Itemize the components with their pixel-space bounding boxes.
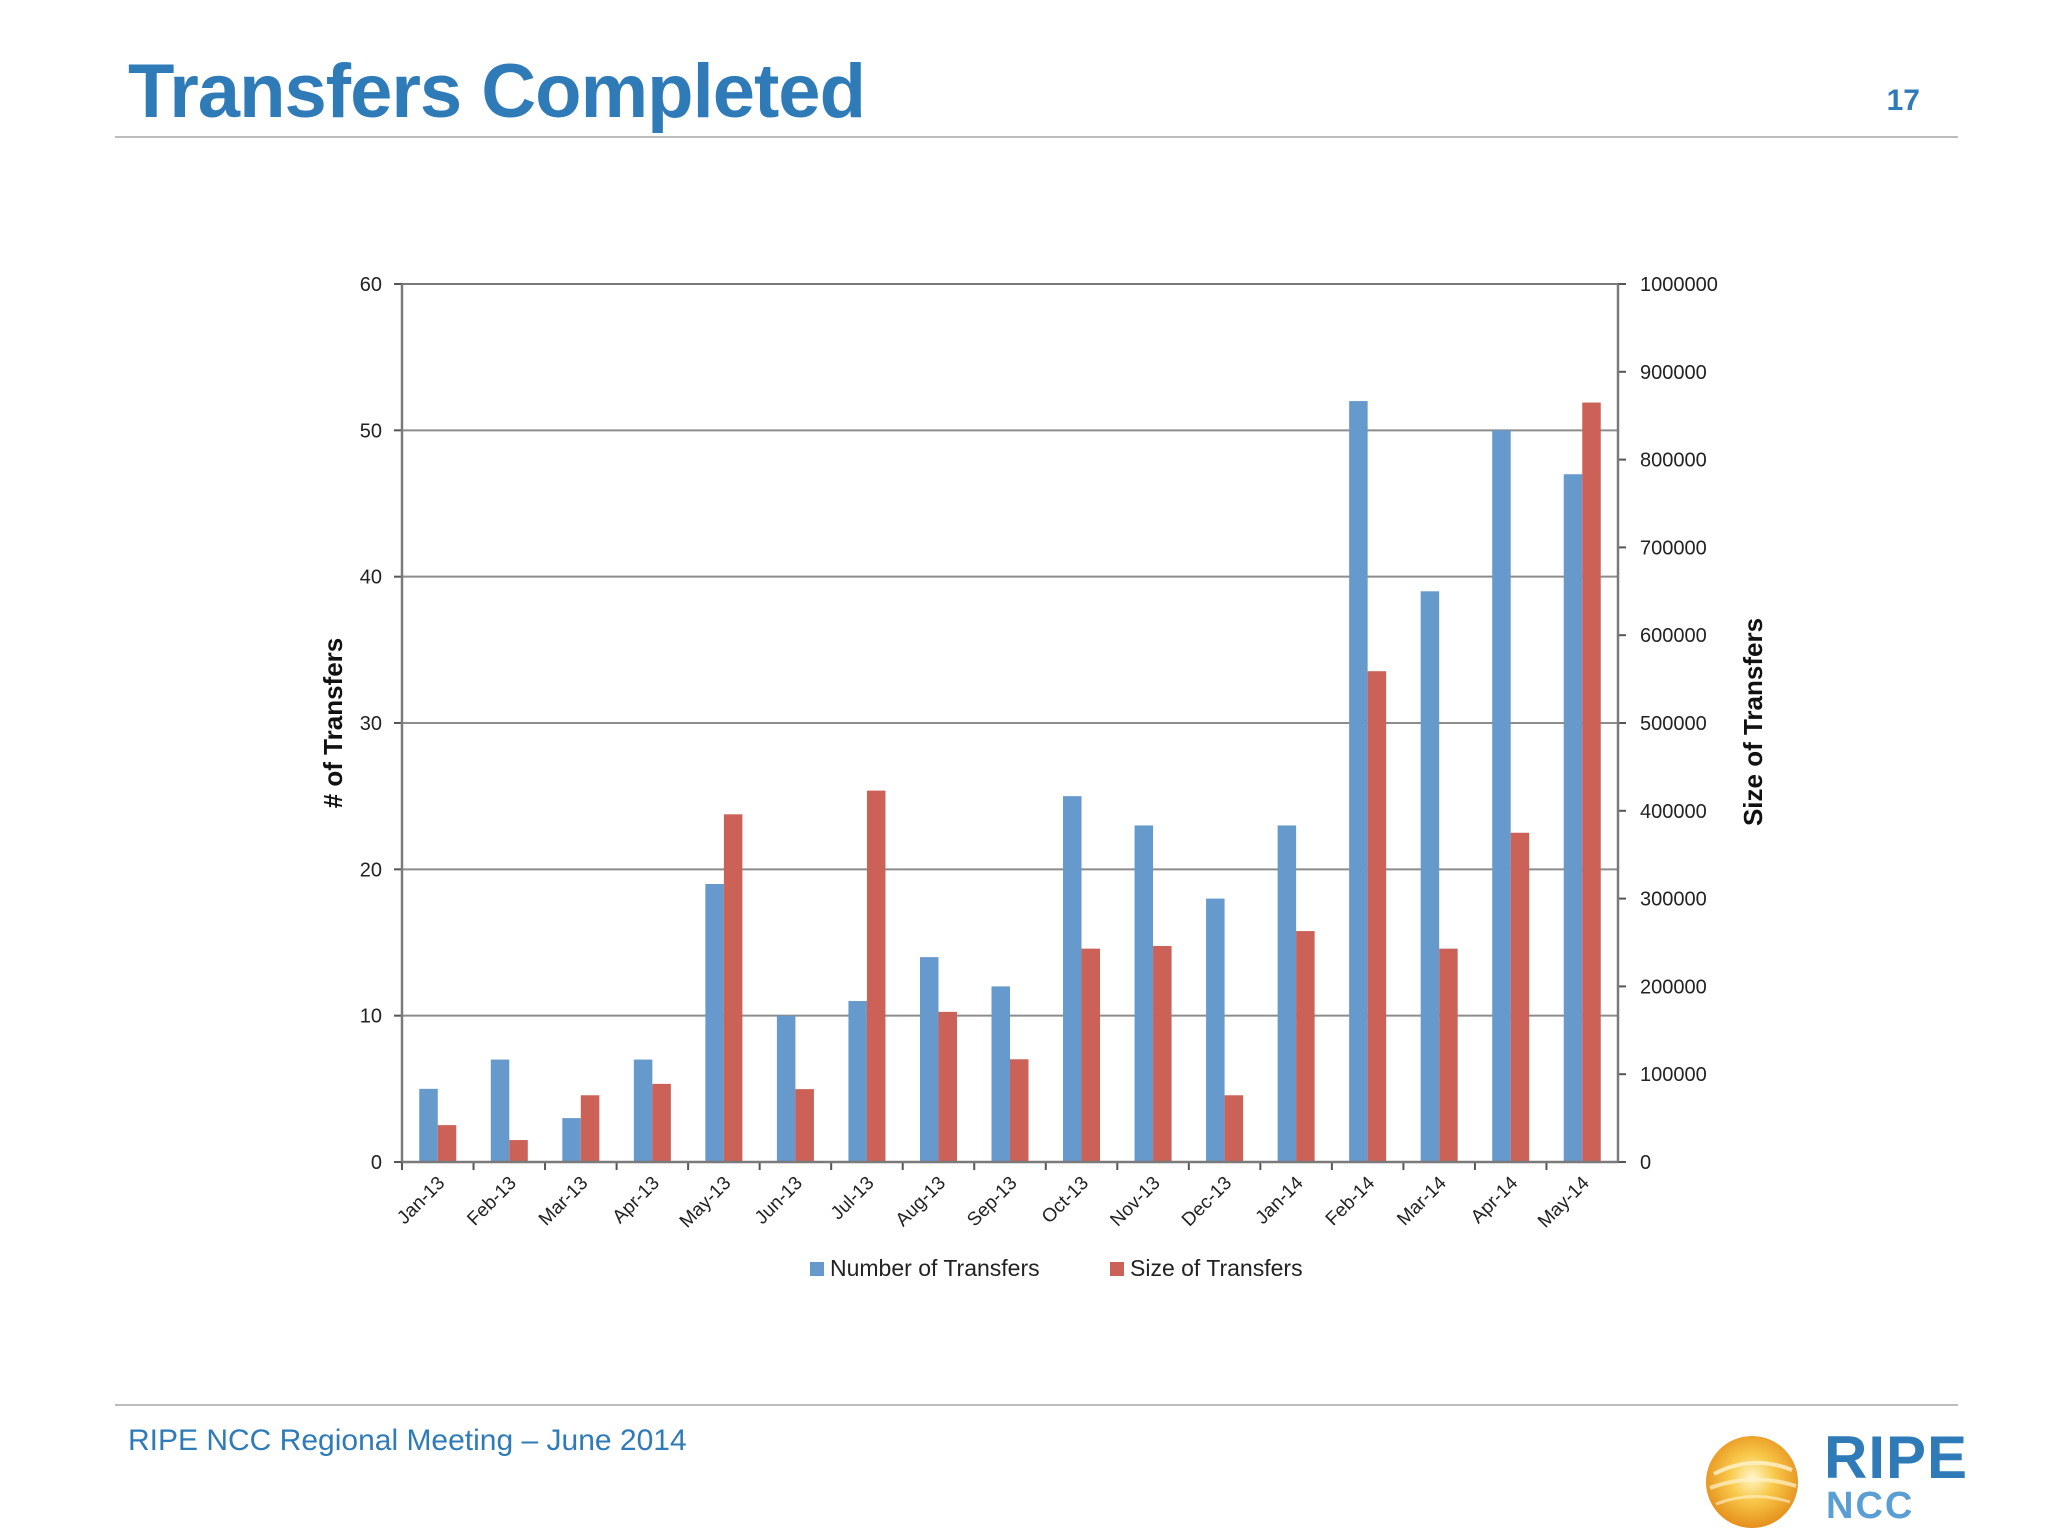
bar-size-of-transfers <box>1010 1059 1029 1162</box>
bar-number-of-transfers <box>1563 474 1583 1162</box>
y-left-axis-title: # of Transfers <box>318 638 348 809</box>
x-tick-label: Jul-13 <box>827 1173 878 1224</box>
bar-number-of-transfers <box>1349 401 1368 1163</box>
bar-number-of-transfers <box>919 957 939 1162</box>
bar-size-of-transfers <box>437 1125 457 1162</box>
axes-layer <box>394 283 1626 1170</box>
right-tick-label: 600000 <box>1640 625 1707 647</box>
bars-layer <box>419 401 1601 1163</box>
bar-number-of-transfers <box>1063 796 1082 1162</box>
bar-size-of-transfers <box>795 1089 814 1162</box>
x-tick-label: May-13 <box>676 1173 736 1233</box>
x-tick-label: Aug-13 <box>892 1173 950 1231</box>
bar-number-of-transfers <box>1277 825 1297 1162</box>
x-tick-label: Mar-14 <box>1393 1172 1451 1230</box>
sun-globe-icon <box>1706 1436 1798 1528</box>
right-tick-label: 300000 <box>1640 889 1707 911</box>
x-tick-label: Apr-14 <box>1467 1172 1522 1227</box>
x-tick-label: Jun-13 <box>751 1173 807 1229</box>
left-tick-label: 10 <box>360 1006 382 1028</box>
bar-number-of-transfers <box>705 883 724 1162</box>
bar-size-of-transfers <box>652 1083 671 1162</box>
chart-svg: 0 10 20 30 40 50 60 0 100000 200000 300000 400000 50… <box>318 274 1768 1281</box>
labels-layer: 0 10 20 30 40 50 60 0 100000 200000 300000 400000 50… <box>318 274 1768 1232</box>
transfers-chart: 0 10 20 30 40 50 60 0 100000 200000 300000 400000 50… <box>318 274 1768 1281</box>
bar-number-of-transfers <box>562 1118 581 1162</box>
x-tick-label: May-14 <box>1534 1172 1594 1232</box>
slide-title: Transfers Completed <box>128 49 866 134</box>
chart-legend: Number of Transfers Size of Transfers <box>810 1255 1303 1281</box>
title-divider <box>115 136 1958 138</box>
footer-text: RIPE NCC Regional Meeting – June 2014 <box>128 1424 687 1457</box>
bar-size-of-transfers <box>723 814 743 1162</box>
bar-number-of-transfers <box>1492 430 1511 1162</box>
x-tick-label: Sep-13 <box>963 1173 1021 1231</box>
right-tick-label: 700000 <box>1640 537 1707 559</box>
bar-size-of-transfers <box>1296 931 1315 1162</box>
left-tick-label: 30 <box>360 713 382 735</box>
y-right-axis-title: Size of Transfers <box>1738 618 1768 826</box>
left-tick-label: 20 <box>360 859 382 881</box>
bar-size-of-transfers <box>1153 946 1172 1162</box>
legend-swatch-number <box>810 1262 824 1276</box>
bar-size-of-transfers <box>1582 402 1601 1162</box>
right-tick-label: 500000 <box>1640 713 1707 735</box>
bar-size-of-transfers <box>1367 671 1387 1162</box>
x-tick-label: Feb-13 <box>463 1173 520 1230</box>
legend-label-size: Size of Transfers <box>1130 1255 1303 1281</box>
bar-size-of-transfers <box>509 1140 528 1162</box>
x-tick-label: Nov-13 <box>1106 1173 1164 1231</box>
right-tick-label: 200000 <box>1640 976 1707 998</box>
bar-number-of-transfers <box>490 1059 510 1162</box>
logo-word-ripe: RIPE <box>1824 1424 1969 1491</box>
logo-word-ncc: NCC <box>1826 1485 1915 1527</box>
right-tick-label: 1000000 <box>1640 274 1718 296</box>
left-tick-label: 50 <box>360 420 382 442</box>
left-tick-label: 60 <box>360 274 382 296</box>
bar-number-of-transfers <box>1420 591 1440 1162</box>
bar-number-of-transfers <box>776 1015 796 1162</box>
x-tick-label: Oct-13 <box>1038 1173 1093 1228</box>
bar-number-of-transfers <box>991 986 1010 1162</box>
bar-size-of-transfers <box>580 1095 600 1162</box>
bar-size-of-transfers <box>1224 1095 1244 1162</box>
x-tick-label: Jan-14 <box>1252 1172 1308 1228</box>
right-tick-label: 0 <box>1640 1152 1651 1174</box>
bar-size-of-transfers <box>866 790 886 1162</box>
right-tick-label: 100000 <box>1640 1064 1707 1086</box>
legend-swatch-size <box>1110 1262 1124 1276</box>
footer-divider <box>115 1404 1958 1406</box>
bar-size-of-transfers <box>1081 948 1101 1162</box>
bar-number-of-transfers <box>848 1001 867 1162</box>
bar-number-of-transfers <box>1134 825 1154 1162</box>
legend-label-number: Number of Transfers <box>830 1255 1040 1281</box>
bar-size-of-transfers <box>1510 832 1530 1162</box>
x-tick-label: Apr-13 <box>609 1173 664 1228</box>
right-tick-label: 800000 <box>1640 450 1707 472</box>
right-tick-label: 900000 <box>1640 362 1707 384</box>
right-tick-label: 400000 <box>1640 801 1707 823</box>
page-number: 17 <box>1886 84 1920 117</box>
bar-number-of-transfers <box>419 1088 438 1162</box>
bar-size-of-transfers <box>938 1011 957 1162</box>
x-tick-label: Mar-13 <box>535 1173 592 1230</box>
left-tick-label: 40 <box>360 567 382 589</box>
x-tick-label: Dec-13 <box>1178 1173 1236 1231</box>
bar-number-of-transfers <box>1206 898 1225 1162</box>
x-tick-label: Feb-14 <box>1322 1172 1380 1230</box>
x-tick-label: Jan-13 <box>393 1173 449 1229</box>
bar-number-of-transfers <box>633 1059 653 1162</box>
bar-size-of-transfers <box>1439 948 1458 1162</box>
left-tick-label: 0 <box>371 1152 382 1174</box>
ripe-ncc-logo: RIPE NCC <box>1700 1424 1967 1534</box>
